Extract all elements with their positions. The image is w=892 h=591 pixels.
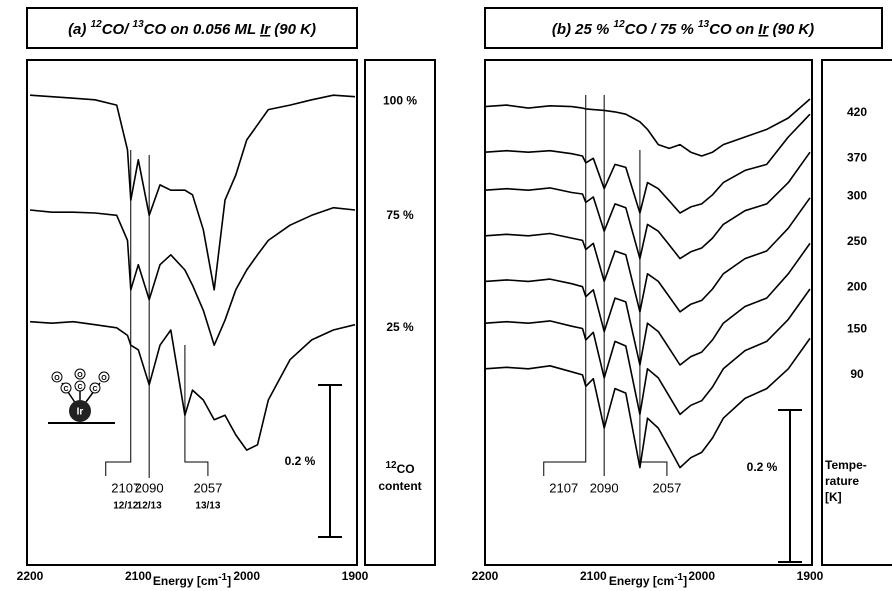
scale-bar-label: 0.2 %	[747, 460, 778, 474]
legend-label: 75 %	[386, 208, 414, 222]
peak-assignment: 12/12	[113, 501, 138, 512]
title-part: (a)	[68, 21, 91, 38]
legend-label: 420	[847, 105, 867, 119]
legend-label: 25 %	[386, 320, 414, 334]
label-part: Energy [cm	[153, 574, 218, 588]
peak-label: 2090	[135, 480, 164, 495]
x-tick-label: 1900	[797, 569, 824, 583]
legend-label: 300	[847, 188, 867, 202]
ligand-label: C	[63, 386, 68, 393]
peak-label: 2057	[652, 480, 681, 495]
peak-marker	[105, 150, 132, 476]
x-tick-label: 2100	[580, 569, 607, 583]
peak-label: 2057	[193, 480, 222, 495]
legend-label: 150	[847, 321, 867, 335]
chart-title: (a) 12CO/ 13CO on 0.056 ML Ir (90 K)	[68, 19, 316, 38]
title-part: CO on	[709, 21, 758, 38]
peak-label: 2107	[111, 480, 140, 495]
ligand-atom	[98, 371, 110, 383]
spectrum-line	[484, 151, 811, 260]
title-part: (90 K)	[768, 21, 814, 38]
x-axis-label: Energy [cm-1]	[153, 572, 231, 589]
spectrum-line	[29, 206, 356, 346]
ligand-atom	[89, 382, 101, 394]
inset: Ir O C O C O C	[48, 368, 115, 424]
title-part: Ir	[758, 21, 769, 38]
title-sup: 12	[91, 19, 103, 30]
ligand-label: O	[101, 375, 107, 382]
label-part: ]	[683, 574, 687, 588]
legend-box	[364, 59, 436, 566]
title-box	[484, 7, 883, 49]
spectrum-line	[29, 320, 356, 451]
atom-label: Ir	[77, 407, 84, 418]
legend-title: Tempe-	[825, 458, 867, 472]
plot-frame	[26, 59, 358, 566]
label-sup: -1	[218, 572, 227, 583]
x-tick-label: 2200	[472, 569, 499, 583]
title-part: CO/	[102, 21, 133, 38]
legend-box	[821, 59, 892, 566]
peak-marker	[639, 150, 668, 476]
legend-label: 100 %	[383, 93, 417, 107]
legend-title-sup: 12	[385, 460, 397, 471]
peak-label: 2090	[590, 480, 619, 495]
ligand-label: O	[54, 375, 60, 382]
ligand-atom	[60, 382, 72, 394]
legend-label: 90	[850, 367, 864, 381]
x-tick-label: 1900	[342, 569, 369, 583]
spectrum-line	[484, 113, 811, 214]
title-box	[26, 7, 358, 49]
ligand-atom	[74, 380, 86, 392]
peak-assignment: 12/13	[137, 501, 162, 512]
spectrum-line	[484, 242, 811, 366]
title-sup: 12	[614, 19, 626, 30]
title-part: (90 K)	[270, 21, 316, 38]
spectrum-line	[484, 337, 811, 469]
label-sup: -1	[674, 572, 683, 583]
x-tick-label: 2100	[125, 569, 152, 583]
spectrum-line	[484, 288, 811, 416]
atom	[69, 400, 91, 422]
legend-label: 250	[847, 234, 867, 248]
title-sup: 13	[133, 19, 145, 30]
legend-title: 12CO	[385, 460, 414, 477]
spectrum-line	[29, 94, 356, 291]
legend-title: [K]	[825, 490, 842, 504]
title-part: Ir	[260, 21, 271, 38]
title-part: CO on 0.056 ML	[144, 21, 260, 38]
ligand-atom	[51, 371, 63, 383]
x-tick-label: 2000	[233, 569, 260, 583]
spectrum-line	[484, 98, 811, 157]
title-part: (b) 25 %	[552, 21, 614, 38]
legend-label: 370	[847, 150, 867, 164]
ligand-label: O	[77, 372, 83, 379]
peak-assignment: 13/13	[195, 501, 220, 512]
x-tick-label: 2200	[17, 569, 44, 583]
chart-title: (b) 25 % 12CO / 75 % 13CO on Ir (90 K)	[552, 19, 814, 38]
legend-title-part: CO	[397, 462, 415, 476]
ligand-label: C	[92, 386, 97, 393]
label-part: ]	[227, 574, 231, 588]
peak-marker	[543, 95, 587, 476]
ligand-atom	[74, 368, 86, 380]
legend-label: 200	[847, 280, 867, 294]
legend-title: rature	[825, 474, 859, 488]
x-axis-label: Energy [cm-1]	[609, 572, 687, 589]
x-tick-label: 2000	[688, 569, 715, 583]
peak-label: 2107	[549, 480, 578, 495]
title-sup: 13	[698, 19, 710, 30]
ligand-label: C	[77, 384, 82, 391]
spectrum-line	[484, 197, 811, 313]
title-part: CO / 75 %	[625, 21, 698, 38]
scale-bar-label: 0.2 %	[285, 454, 316, 468]
legend-title: content	[378, 479, 421, 493]
peak-marker	[184, 345, 209, 476]
label-part: Energy [cm	[609, 574, 674, 588]
plot-frame	[484, 59, 813, 566]
